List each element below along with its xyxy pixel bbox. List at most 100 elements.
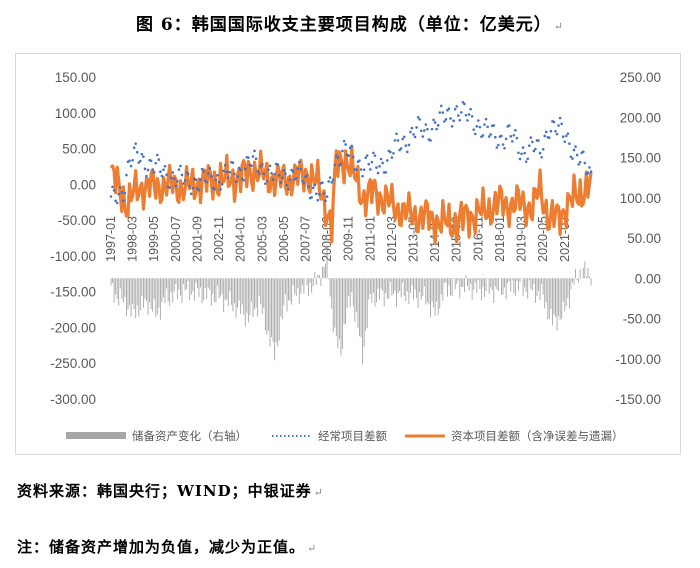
current-account-point <box>544 130 548 134</box>
reserve-bar <box>204 278 206 288</box>
reserve-bar <box>129 278 130 306</box>
current-account-point <box>182 182 185 185</box>
reserve-bar <box>551 278 553 326</box>
current-account-point <box>515 136 519 140</box>
reserve-bar <box>479 278 481 289</box>
reserve-bar <box>386 278 388 299</box>
y-left-tick-label: 100.00 <box>55 106 96 121</box>
current-account-point <box>472 128 476 131</box>
y-left-tick-label: -50.00 <box>58 213 96 228</box>
reserve-bar <box>556 278 558 331</box>
x-tick-label: 1999-05 <box>147 216 161 262</box>
current-account-point <box>378 165 381 168</box>
reserve-bar <box>187 278 189 281</box>
reserve-bar <box>590 278 592 286</box>
reserve-bar <box>530 278 532 290</box>
reserve-bar <box>190 278 192 295</box>
reserve-bar <box>215 278 217 303</box>
reserve-bar <box>255 278 257 308</box>
current-account-point <box>477 119 480 122</box>
current-account-point <box>409 130 412 134</box>
legend-reserve-swatch <box>66 432 126 439</box>
reserve-bar <box>343 278 345 325</box>
current-account-point <box>529 136 533 139</box>
reserve-bar <box>298 278 300 305</box>
current-account-point <box>402 135 406 139</box>
reserve-bar <box>210 278 212 306</box>
current-account-point <box>503 146 506 150</box>
current-account-point <box>200 167 204 171</box>
reserve-bar <box>565 278 567 307</box>
reserve-bar <box>502 278 504 295</box>
current-account-point <box>435 127 438 131</box>
legend-capital-label: 资本项目差额（含净误差与遗漏） <box>451 429 624 443</box>
reserve-bar <box>573 278 575 285</box>
reserve-bar <box>275 278 277 343</box>
reserve-bar <box>496 278 498 290</box>
reserve-bar <box>403 278 405 296</box>
source-note: 资料来源：韩国央行；WIND；中银证券 ↵ <box>17 480 324 501</box>
y-left-tick-label: 50.00 <box>62 142 96 157</box>
reserve-bar <box>221 278 223 294</box>
current-account-point <box>321 181 324 184</box>
current-account-point <box>495 146 499 149</box>
current-account-point <box>162 168 165 171</box>
reserve-bar <box>589 276 590 279</box>
reserve-bar <box>224 278 226 301</box>
current-account-point <box>154 161 158 165</box>
x-axis-tick-labels: 1997-01 1998-03 1999-05 2000-07 2001-09 2002-… <box>104 216 572 262</box>
current-account-point <box>174 184 178 188</box>
reserve-bar <box>559 278 561 320</box>
current-account-point <box>558 116 562 120</box>
current-account-point <box>210 174 213 178</box>
reserve-bar <box>507 278 509 284</box>
current-account-point <box>177 168 181 171</box>
reserve-bar <box>300 278 302 294</box>
current-account-point <box>458 118 462 122</box>
current-account-point <box>115 201 119 205</box>
current-account-point <box>436 124 440 127</box>
reserve-bar <box>118 278 120 306</box>
reserve-bar <box>112 278 113 283</box>
reserve-bar <box>260 278 262 305</box>
reserve-bar <box>582 267 584 279</box>
current-account-point <box>199 178 202 181</box>
current-account-point <box>216 174 219 177</box>
return-mark-icon: ↵ <box>553 20 564 33</box>
reserve-bar <box>149 278 151 303</box>
current-account-point <box>588 166 591 169</box>
reserve-bar <box>362 278 364 365</box>
current-account-point <box>520 152 523 156</box>
reserve-bar <box>155 278 157 318</box>
reserve-bar <box>135 278 137 319</box>
reserve-bar <box>340 278 342 356</box>
current-account-point <box>418 118 421 121</box>
reserve-bar <box>578 278 580 284</box>
reserve-bar <box>414 278 416 290</box>
current-account-point <box>574 145 577 148</box>
reserve-bar <box>572 278 573 283</box>
current-account-point <box>282 169 286 172</box>
current-account-point <box>569 155 573 159</box>
current-account-point <box>586 171 590 175</box>
y-left-tick-label: -150.00 <box>50 285 96 300</box>
current-account-point <box>183 179 187 182</box>
current-account-point <box>463 102 466 106</box>
y-right-tick-label: 0.00 <box>635 271 661 286</box>
current-account-point <box>260 162 264 166</box>
current-account-point <box>297 160 301 164</box>
reserve-bar <box>490 278 492 288</box>
current-account-point <box>301 179 304 183</box>
reserve-bar <box>329 278 331 297</box>
current-account-point <box>507 124 511 127</box>
current-account-point <box>214 178 218 182</box>
current-account-point <box>313 183 317 187</box>
current-account-point <box>242 178 246 182</box>
reserve-bar <box>584 261 586 279</box>
reserve-bar <box>376 278 377 303</box>
current-account-point <box>273 172 276 176</box>
reserve-bar <box>167 278 169 302</box>
reserve-bar <box>297 278 299 289</box>
current-account-point <box>172 177 176 181</box>
current-account-point <box>565 134 568 138</box>
